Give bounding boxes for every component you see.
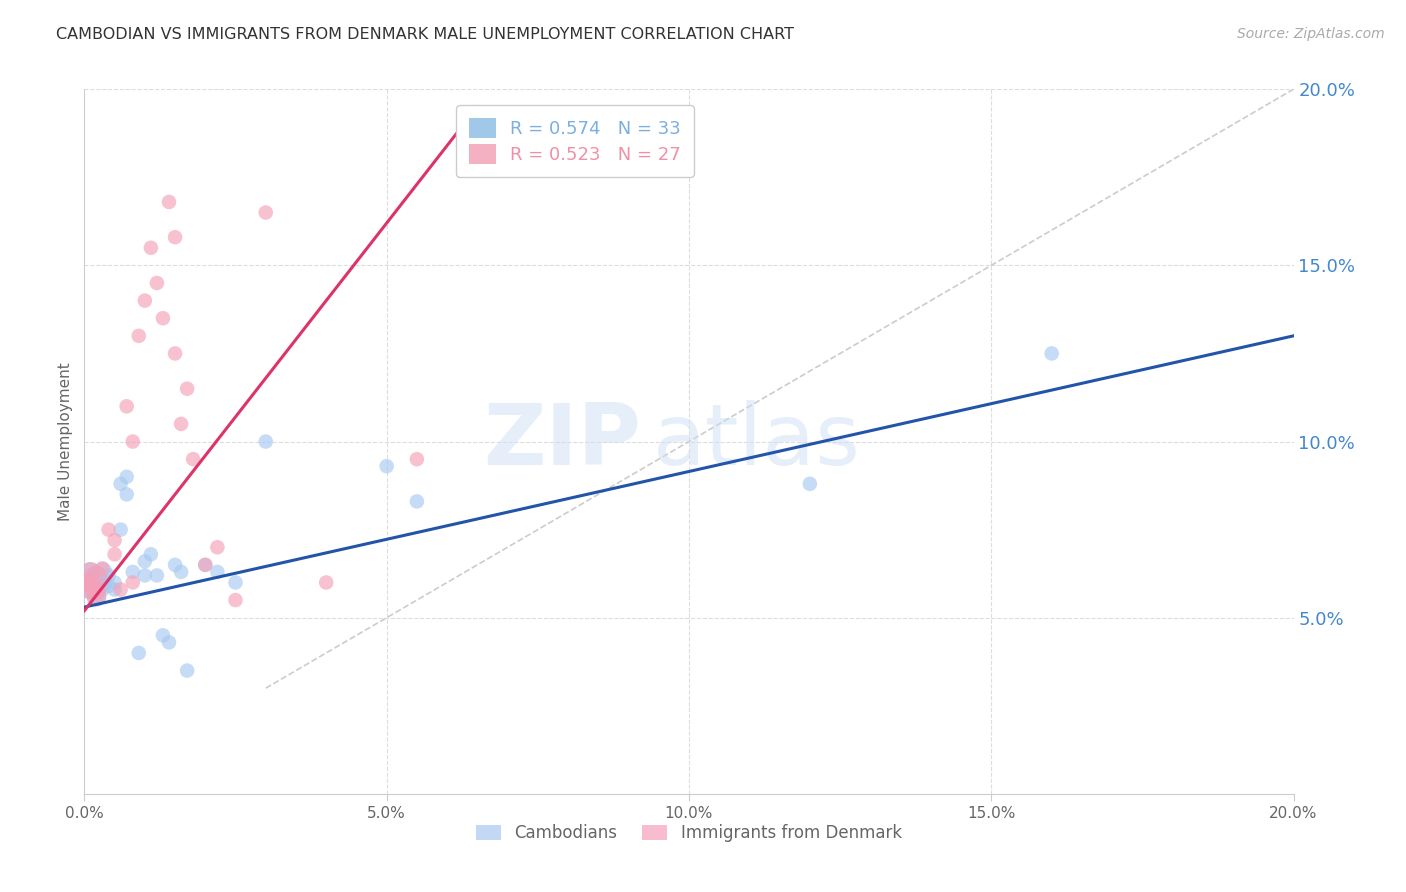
Point xyxy=(115,469,138,483)
Point xyxy=(91,575,114,590)
Point xyxy=(91,565,114,579)
Point xyxy=(86,582,108,597)
Point xyxy=(115,487,138,501)
Point xyxy=(146,568,169,582)
Point xyxy=(121,575,143,590)
Point xyxy=(104,575,127,590)
Legend: Cambodians, Immigrants from Denmark: Cambodians, Immigrants from Denmark xyxy=(470,818,908,849)
Point xyxy=(207,540,229,554)
Point xyxy=(115,399,138,413)
Point xyxy=(165,230,187,244)
Point xyxy=(86,575,108,590)
Point xyxy=(194,558,217,572)
Y-axis label: Male Unemployment: Male Unemployment xyxy=(58,362,73,521)
Point xyxy=(110,582,132,597)
Point xyxy=(406,494,429,508)
Point xyxy=(134,293,156,308)
Point xyxy=(799,476,821,491)
Point xyxy=(86,582,108,597)
Point xyxy=(121,565,143,579)
Point xyxy=(254,434,277,449)
Point xyxy=(79,565,101,579)
Point xyxy=(91,582,114,597)
Point xyxy=(86,590,108,604)
Point xyxy=(406,452,429,467)
Point xyxy=(157,194,180,209)
Point xyxy=(139,241,162,255)
Point xyxy=(97,523,120,537)
Point xyxy=(86,582,108,597)
Point xyxy=(176,664,198,678)
Point xyxy=(121,434,143,449)
Point xyxy=(86,590,108,604)
Point xyxy=(254,205,277,219)
Point xyxy=(139,547,162,561)
Point xyxy=(97,568,120,582)
Point xyxy=(207,565,229,579)
Point xyxy=(91,561,114,575)
Point xyxy=(104,547,127,561)
Point xyxy=(104,533,127,548)
Point xyxy=(1040,346,1063,360)
Point xyxy=(134,568,156,582)
Point xyxy=(86,575,108,590)
Point xyxy=(76,575,98,590)
Point xyxy=(181,452,204,467)
Point xyxy=(157,635,180,649)
Point xyxy=(165,346,187,360)
Text: CAMBODIAN VS IMMIGRANTS FROM DENMARK MALE UNEMPLOYMENT CORRELATION CHART: CAMBODIAN VS IMMIGRANTS FROM DENMARK MAL… xyxy=(56,27,794,42)
Point xyxy=(104,582,127,597)
Point xyxy=(86,590,108,604)
Point xyxy=(79,568,101,582)
Point xyxy=(315,575,337,590)
Point xyxy=(194,558,217,572)
Point xyxy=(134,554,156,568)
Point xyxy=(152,628,174,642)
Point xyxy=(91,575,114,590)
Point xyxy=(79,565,101,579)
Point xyxy=(375,459,398,474)
Point xyxy=(170,417,193,431)
Point xyxy=(152,311,174,326)
Point xyxy=(128,646,150,660)
Point xyxy=(128,328,150,343)
Point xyxy=(110,523,132,537)
Point xyxy=(79,582,101,597)
Point xyxy=(79,582,101,597)
Point xyxy=(79,575,101,590)
Point xyxy=(170,565,193,579)
Text: ZIP: ZIP xyxy=(482,400,641,483)
Point xyxy=(225,575,247,590)
Point xyxy=(110,476,132,491)
Text: Source: ZipAtlas.com: Source: ZipAtlas.com xyxy=(1237,27,1385,41)
Point xyxy=(76,575,98,590)
Point xyxy=(225,593,247,607)
Point xyxy=(97,579,120,593)
Point xyxy=(79,582,101,597)
Point xyxy=(86,568,108,582)
Point xyxy=(165,558,187,572)
Text: atlas: atlas xyxy=(652,400,860,483)
Point xyxy=(146,276,169,290)
Point xyxy=(86,568,108,582)
Point xyxy=(176,382,198,396)
